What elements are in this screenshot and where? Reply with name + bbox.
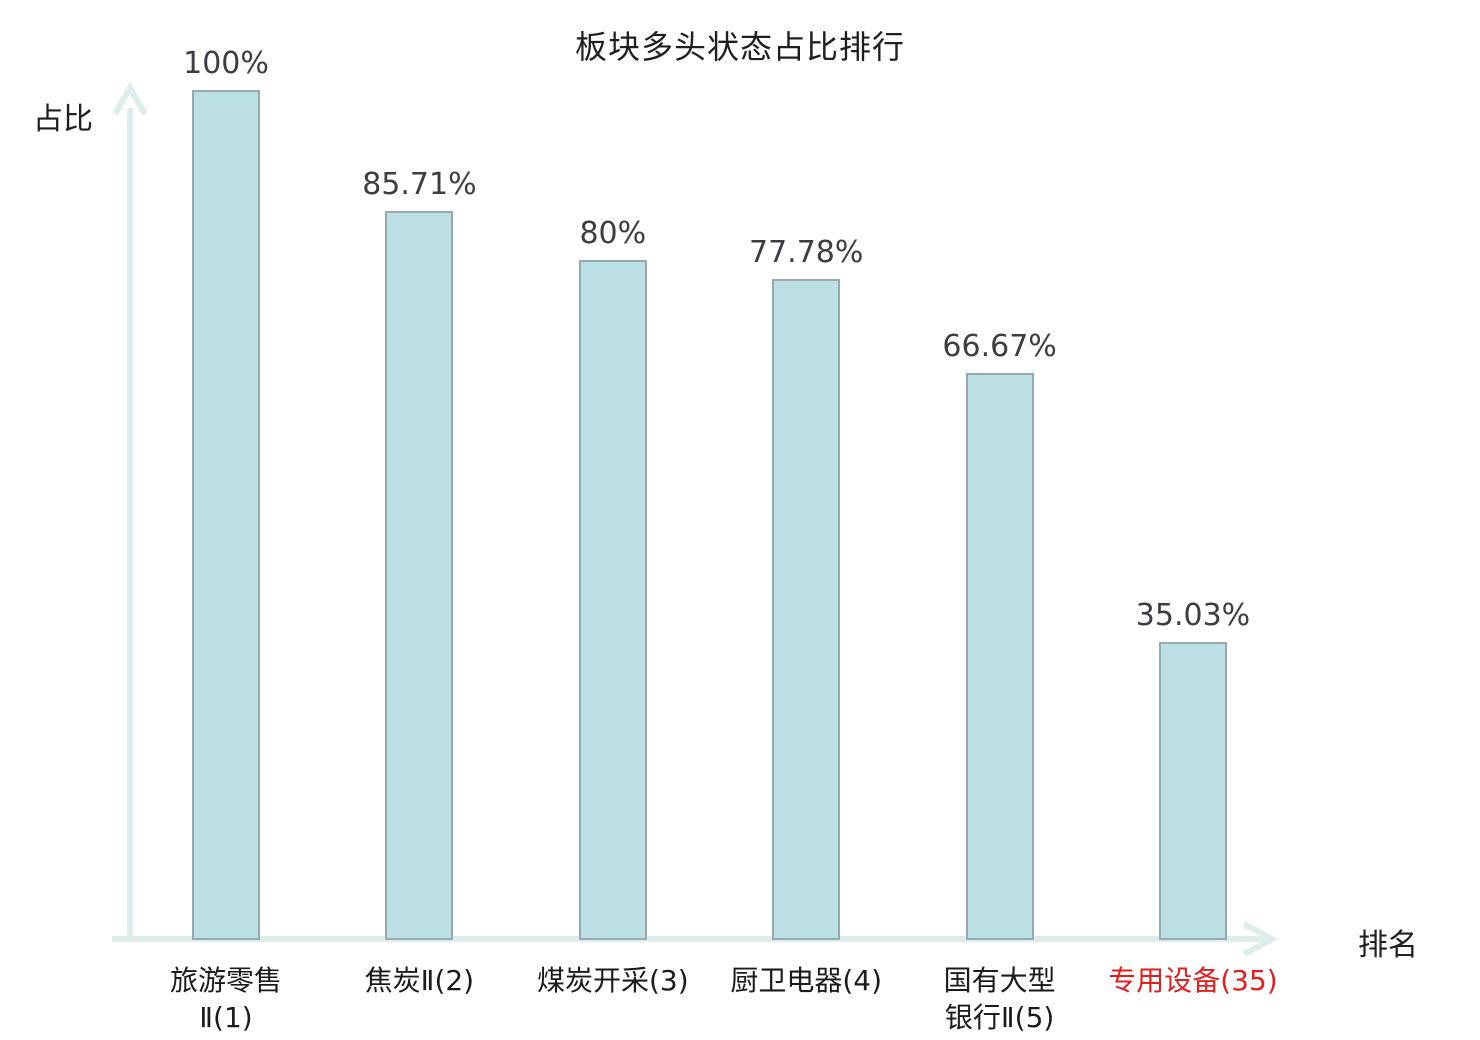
category-label-line: 旅游零售 — [169, 964, 282, 997]
bar-group: 35.03% 专用设备(35) — [1096, 0, 1290, 1040]
bar-value-label: 100% — [183, 46, 269, 81]
bar-group: 100% 旅游零售 Ⅱ(1) — [129, 0, 323, 1040]
bar-group: 85.71% 焦炭Ⅱ(2) — [322, 0, 516, 1040]
bar — [578, 260, 647, 940]
category-label: 焦炭Ⅱ(2) — [302, 962, 536, 999]
bar — [1159, 642, 1227, 940]
category-label: 国有大型银行Ⅱ(5) — [883, 962, 1117, 1036]
bar-value-label: 85.71% — [362, 167, 477, 203]
bar-group: 80% 煤炭开采(3) — [516, 0, 710, 1040]
category-label-line: 银行Ⅱ(5) — [944, 1001, 1055, 1034]
bar-value-label: 35.03% — [1135, 598, 1251, 634]
category-label-line: Ⅱ(1) — [199, 1001, 253, 1034]
bar — [192, 90, 260, 940]
bar — [772, 278, 841, 940]
category-label-line: 厨卫电器(4) — [730, 964, 883, 997]
bar-value-label: 77.78% — [748, 234, 864, 270]
bar — [965, 373, 1034, 940]
category-label: 煤炭开采(3) — [496, 962, 730, 999]
category-label-line: 焦炭Ⅱ(2) — [364, 964, 475, 997]
category-label: 专用设备(35) — [1076, 962, 1310, 999]
category-label: 旅游零售 Ⅱ(1) — [109, 962, 343, 1036]
chart-title: 板块多头状态占比排行 — [574, 28, 905, 66]
bar-group: 66.67% 国有大型银行Ⅱ(5) — [903, 0, 1097, 1040]
category-label-line: 专用设备(35) — [1108, 964, 1278, 997]
bar-value-label: 80% — [579, 216, 647, 251]
bar-group: 77.78% 厨卫电器(4) — [709, 0, 903, 1040]
bar — [385, 211, 454, 940]
y-axis-label: 占比 — [33, 102, 93, 137]
category-label: 厨卫电器(4) — [689, 962, 923, 999]
bar-value-label: 66.67% — [942, 329, 1057, 365]
x-axis-label: 排名 — [1358, 928, 1418, 963]
category-label-line: 煤炭开采(3) — [536, 964, 689, 997]
category-label-line: 国有大型 — [943, 964, 1056, 997]
